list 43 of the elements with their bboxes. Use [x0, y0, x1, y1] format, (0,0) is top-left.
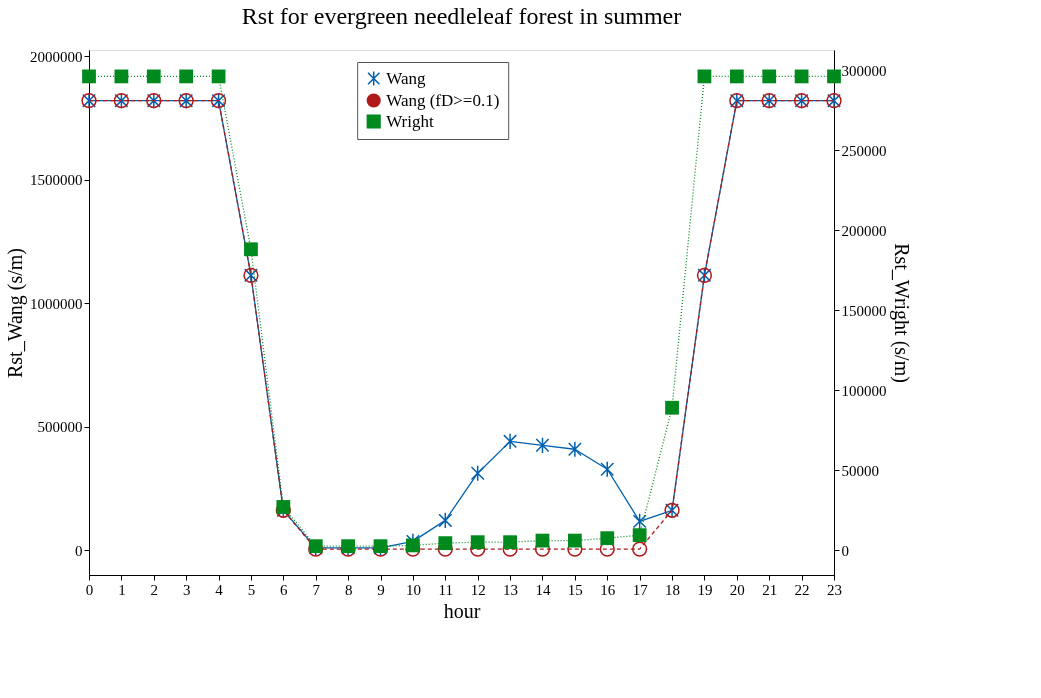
y-tick-label: 0: [75, 542, 83, 559]
y2-tick-label: 200000: [841, 222, 887, 239]
x-tick-label: 19: [697, 581, 713, 598]
x-tick-label: 7: [312, 581, 321, 598]
x-axis-title: hour: [443, 599, 481, 622]
x-tick-label: 14: [535, 581, 551, 598]
x-tick-label: 1: [118, 581, 126, 598]
x-tick-label: 11: [438, 581, 454, 598]
x-tick-label: 2: [150, 581, 159, 598]
x-tick-label: 9: [377, 581, 385, 598]
x-tick-label: 13: [503, 581, 519, 598]
x-tick-label: 4: [215, 581, 224, 598]
x-tick-label: 23: [827, 581, 842, 598]
y2-axis-title: Rst_Wright (s/m): [889, 243, 913, 383]
x-tick-label: 8: [344, 581, 353, 598]
legend-label: Wang: [386, 68, 426, 88]
y2-tick-label: 300000: [841, 62, 887, 79]
x-tick-label: 18: [665, 581, 681, 598]
y2-tick-label: 150000: [841, 302, 887, 319]
legend-label: Wang (fD>=0.1): [386, 90, 500, 110]
y2-tick-label: 0: [841, 542, 849, 559]
x-tick-label: 15: [567, 581, 583, 598]
y2-tick-label: 50000: [841, 462, 879, 479]
x-tick-label: 17: [632, 581, 649, 598]
y2-tick-label: 250000: [841, 142, 887, 159]
x-tick-label: 6: [280, 581, 289, 598]
x-tick-label: 21: [762, 581, 778, 598]
y-tick-label: 1000000: [30, 295, 83, 312]
x-tick-label: 16: [600, 581, 616, 598]
x-tick-label: 10: [405, 581, 421, 598]
y-tick-label: 500000: [37, 419, 83, 436]
chart-title: Rst for evergreen needleleaf forest in summer: [241, 3, 682, 30]
y-tick-label: 1500000: [30, 172, 83, 189]
y-tick-label: 2000000: [30, 48, 83, 65]
legend-label: Wright: [386, 111, 434, 131]
y2-tick-label: 100000: [841, 382, 887, 399]
x-tick-label: 12: [470, 581, 486, 598]
x-tick-label: 3: [182, 581, 191, 598]
x-tick-label: 22: [794, 581, 810, 598]
y-axis-title: Rst_Wang (s/m): [4, 247, 27, 379]
x-tick-label: 20: [729, 581, 745, 598]
x-tick-label: 5: [247, 581, 256, 598]
x-tick-label: 0: [85, 581, 94, 598]
